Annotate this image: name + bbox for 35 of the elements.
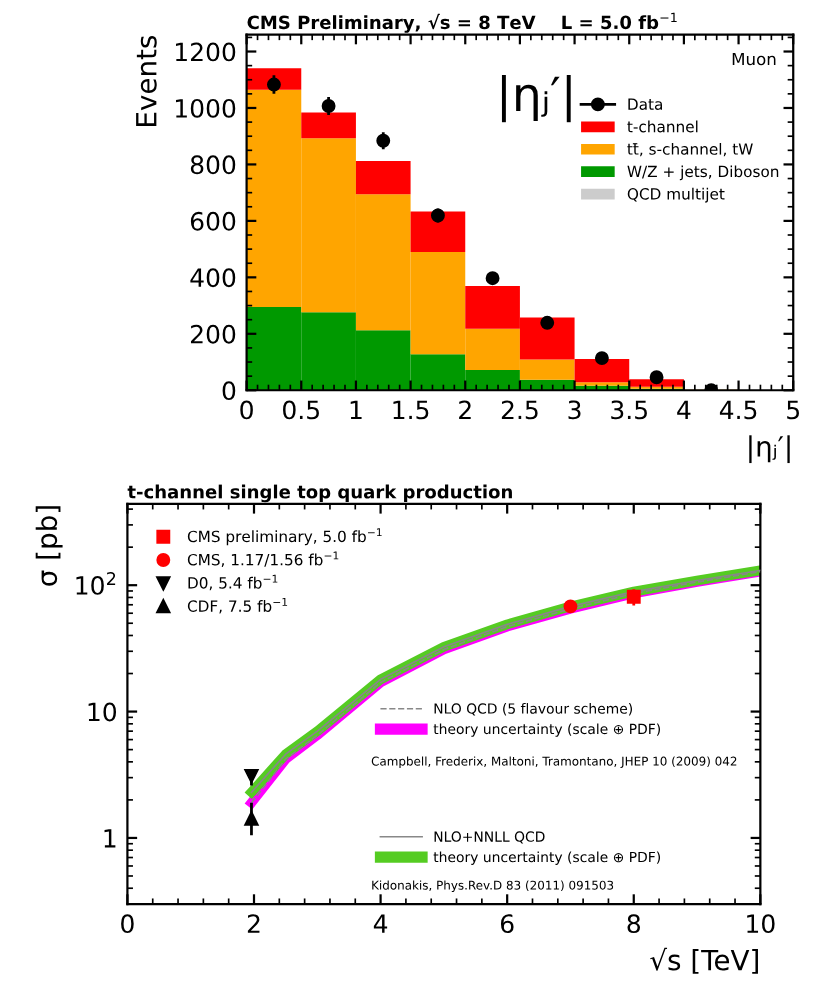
x-tick-label: 4 (677, 400, 691, 419)
x-tick-label: 6 (500, 914, 514, 934)
x-tick-label: 1.5 (393, 400, 429, 420)
y-tick-label: 10$^{2}$ (76, 571, 116, 595)
x-tick-label: 4.5 (719, 400, 757, 420)
annotation: |ηⱼ′| (501, 74, 571, 123)
x-tick-label: 10 (747, 914, 775, 934)
x-tick-label: 2 (247, 914, 260, 933)
y-tick-label: 400 (190, 268, 236, 288)
y-tick-label: 1200 (176, 42, 236, 62)
x-tick-label: 4 (373, 914, 388, 933)
y-axis-title: Events (136, 35, 157, 126)
y-axis-title: σ [pb] (35, 506, 63, 586)
chart-title: CMS Preliminary, √s = 8 TeV L = 5.0 fb$^{−1}$ (247, 12, 677, 33)
y-tick-label: 1000 (176, 98, 236, 118)
x-tick-label: 1 (350, 400, 362, 419)
x-axis-title: √s [TeV] (650, 947, 758, 974)
x-axis-title: |ηⱼ′| (749, 435, 790, 464)
y-tick-label: 0 (222, 381, 236, 401)
x-tick-label: 0.5 (283, 400, 319, 420)
y-tick-label: 800 (190, 155, 236, 175)
chart-title: t-channel single top quark production (127, 484, 512, 503)
annotation: Muon (732, 52, 776, 66)
y-tick-label: 1 (104, 829, 116, 848)
x-tick-label: 2 (459, 400, 471, 419)
y-tick-label: 600 (190, 211, 236, 231)
x-tick-label: 3.5 (611, 400, 647, 420)
x-tick-label: 2.5 (501, 400, 538, 420)
y-tick-label: 10 (88, 702, 117, 722)
x-tick-label: 3 (568, 400, 581, 420)
x-tick-label: 0 (121, 914, 134, 934)
x-tick-label: 0 (240, 400, 253, 420)
y-tick-label: 200 (190, 324, 236, 344)
x-tick-label: 5 (787, 400, 799, 420)
x-tick-label: 8 (627, 914, 640, 934)
